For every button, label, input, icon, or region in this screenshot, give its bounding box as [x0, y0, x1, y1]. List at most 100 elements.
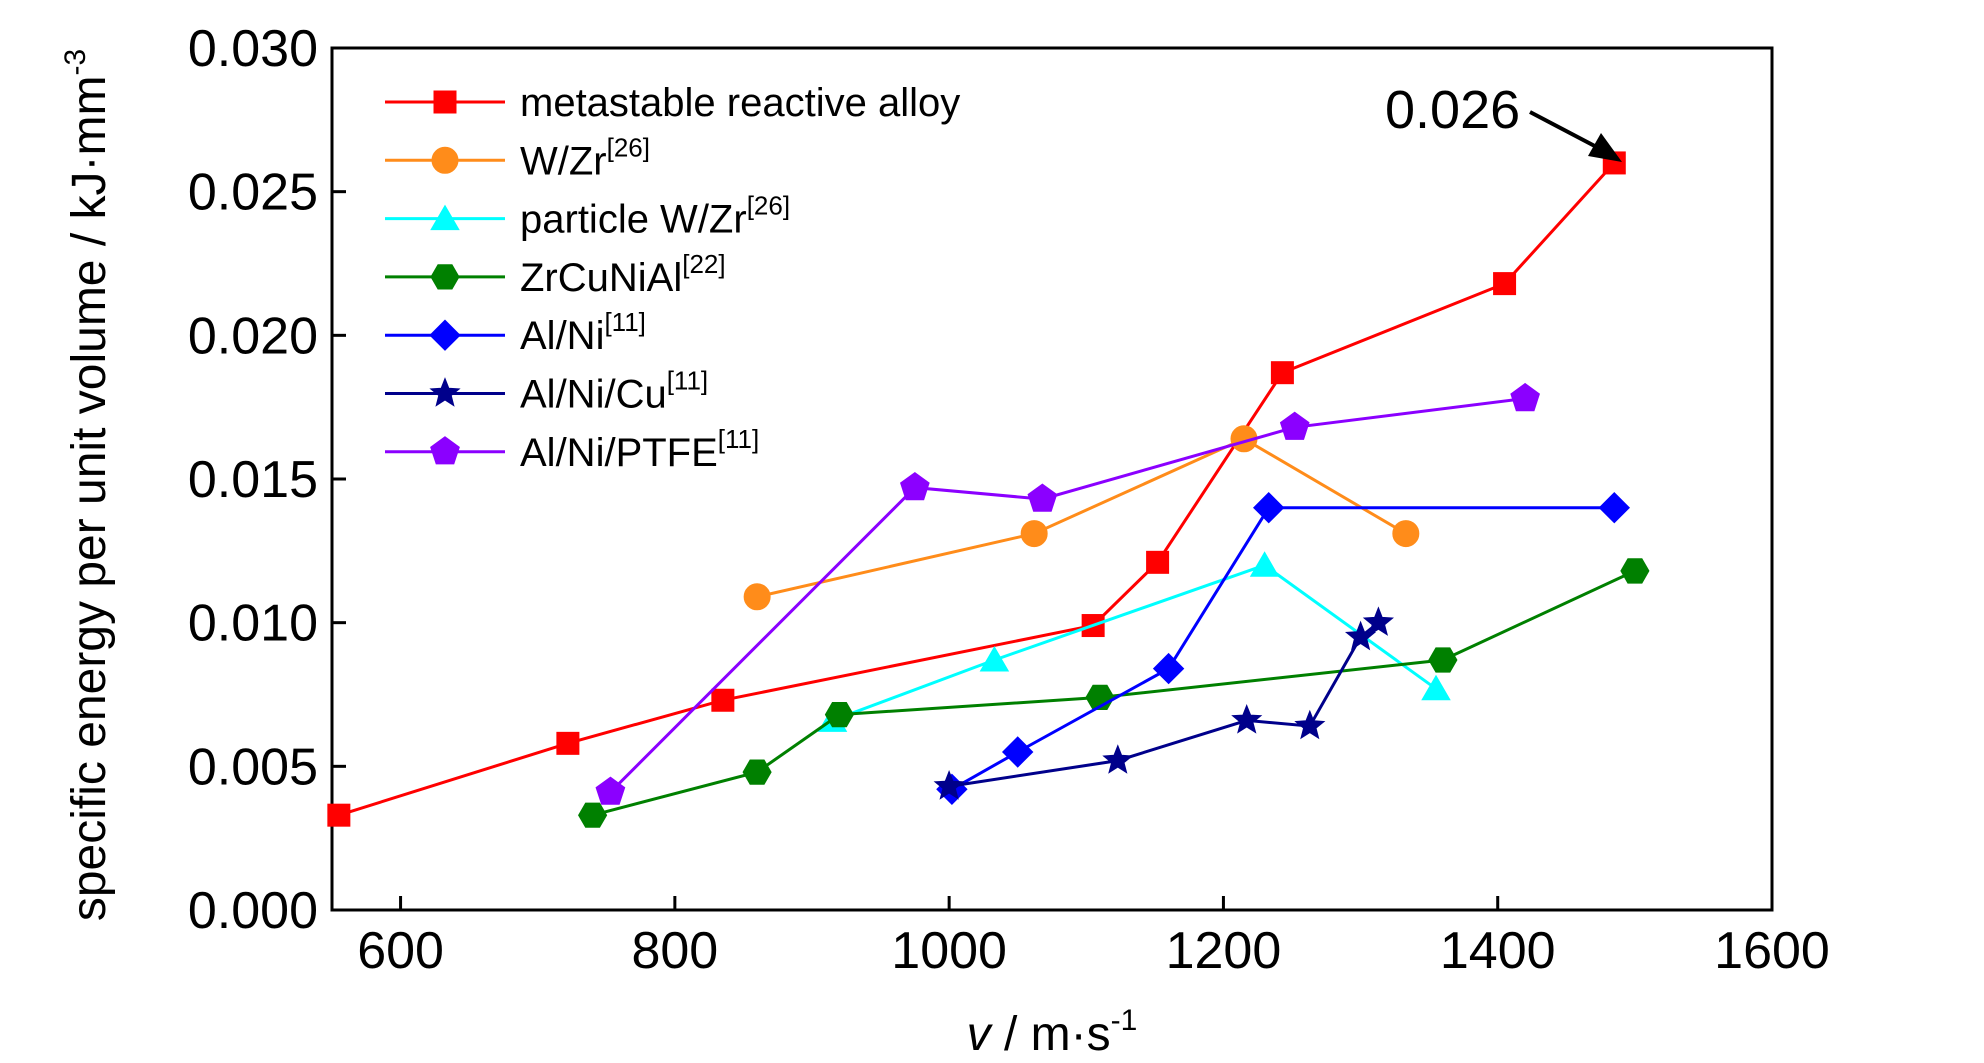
- y-axis-main: specific energy per unit volume / kJ·mm: [63, 76, 116, 922]
- data-point: [979, 646, 1010, 672]
- legend-label-name: ZrCuNiAl: [520, 256, 682, 300]
- y-axis-sup: -3: [59, 49, 92, 76]
- y-tick-label: 0.025: [188, 164, 318, 222]
- legend-label: particle W/Zr[26]: [520, 191, 790, 242]
- series-0: [327, 151, 1626, 827]
- data-point: [1294, 709, 1326, 740]
- legend-marker: [430, 204, 460, 231]
- data-point: [900, 471, 930, 501]
- data-point: [933, 770, 965, 800]
- series-3: [578, 558, 1650, 828]
- data-point: [578, 802, 608, 828]
- legend-marker: [433, 90, 457, 114]
- data-point: [711, 688, 735, 712]
- x-axis-unit: / m·s: [991, 1008, 1111, 1061]
- legend: metastable reactive alloyW/Zr[26]particl…: [385, 81, 960, 475]
- data-point: [1152, 652, 1185, 685]
- annotation-label: 0.026: [1385, 80, 1520, 140]
- legend-marker: [429, 319, 461, 351]
- data-point: [1027, 483, 1058, 512]
- data-point: [1421, 674, 1451, 701]
- y-tick-label: 0.005: [188, 738, 318, 796]
- legend-label-name: W/Zr: [520, 139, 607, 183]
- series-1: [743, 425, 1420, 611]
- legend-label-ref: [22]: [682, 249, 725, 279]
- legend-marker: [430, 436, 460, 465]
- legend-label-name: Al/Ni: [520, 314, 604, 358]
- data-point: [1598, 491, 1631, 524]
- legend-marker: [429, 377, 461, 407]
- annotation-arrowhead: [1588, 133, 1622, 162]
- legend-label-name: Al/Ni/PTFE: [520, 431, 718, 475]
- legend-label-ref: [26]: [607, 132, 650, 162]
- data-point: [595, 776, 626, 805]
- series-line: [951, 506, 1615, 791]
- legend-item: Al/Ni/PTFE[11]: [385, 424, 759, 475]
- data-point: [1279, 411, 1310, 440]
- series-line: [832, 563, 1437, 722]
- x-tick-label: 1600: [1714, 922, 1830, 980]
- legend-item: W/Zr[26]: [385, 132, 650, 183]
- data-point: [1392, 520, 1420, 548]
- series-6: [595, 382, 1540, 805]
- x-axis-sup: -1: [1111, 1004, 1138, 1037]
- y-tick-label: 0.015: [188, 451, 318, 509]
- series-4: [936, 491, 1631, 806]
- legend-item: ZrCuNiAl[22]: [385, 249, 726, 300]
- data-point: [1362, 606, 1395, 636]
- data-point: [1249, 551, 1280, 577]
- data-point: [1428, 647, 1458, 673]
- data-point: [1620, 558, 1650, 584]
- legend-item: Al/Ni[11]: [385, 307, 646, 358]
- y-tick-label: 0.000: [188, 882, 318, 940]
- legend-label-name: Al/Ni/Cu: [520, 373, 667, 417]
- annotation: 0.026: [1385, 80, 1622, 162]
- data-point: [1510, 382, 1540, 412]
- data-point: [327, 803, 351, 827]
- y-axis-title: specific energy per unit volume / kJ·mm-…: [59, 49, 116, 921]
- data-point: [1231, 704, 1263, 734]
- legend-label-ref: [11]: [667, 366, 708, 396]
- data-point: [1146, 550, 1170, 574]
- x-tick-label: 600: [357, 922, 444, 980]
- legend-label-ref: [11]: [604, 307, 645, 337]
- legend-item: particle W/Zr[26]: [385, 191, 790, 242]
- y-tick-label: 0.030: [188, 20, 318, 78]
- legend-item: metastable reactive alloy: [385, 81, 960, 125]
- x-tick-label: 1400: [1440, 922, 1556, 980]
- legend-label: Al/Ni/Cu[11]: [520, 366, 708, 417]
- data-point: [556, 731, 580, 755]
- legend-label: Al/Ni/PTFE[11]: [520, 424, 759, 475]
- data-point: [1020, 520, 1048, 548]
- legend-label-name: metastable reactive alloy: [520, 81, 960, 125]
- data-point: [824, 702, 854, 728]
- y-tick-label: 0.020: [188, 307, 318, 365]
- axis-ticks: 600 800 1000 1200 1400 1600 0.000 0.005 0.010 0.0…: [188, 20, 1830, 980]
- legend-label-ref: [11]: [718, 424, 759, 454]
- legend-item: Al/Ni/Cu[11]: [385, 366, 708, 417]
- data-point: [1493, 272, 1517, 296]
- series-group: [327, 151, 1650, 828]
- data-point: [1252, 491, 1285, 524]
- y-tick-label: 0.010: [188, 595, 318, 653]
- x-axis-title: v / m·s-1: [967, 1004, 1138, 1061]
- series-line: [592, 569, 1636, 817]
- legend-marker: [431, 146, 459, 174]
- data-point: [1270, 361, 1294, 385]
- data-point: [742, 759, 772, 785]
- series-line: [756, 437, 1407, 599]
- legend-label: ZrCuNiAl[22]: [520, 249, 726, 300]
- x-tick-label: 1000: [891, 922, 1007, 980]
- data-point: [1102, 744, 1134, 774]
- data-point: [1001, 736, 1034, 768]
- legend-marker: [430, 264, 460, 290]
- legend-label: Al/Ni[11]: [520, 307, 646, 358]
- legend-label-ref: [26]: [747, 191, 790, 221]
- x-axis-var: v: [967, 1008, 994, 1061]
- legend-label: metastable reactive alloy: [520, 81, 960, 125]
- series-line: [338, 161, 1616, 817]
- series-5: [933, 606, 1395, 800]
- x-tick-label: 1200: [1166, 922, 1282, 980]
- legend-label-name: particle W/Zr: [520, 198, 747, 242]
